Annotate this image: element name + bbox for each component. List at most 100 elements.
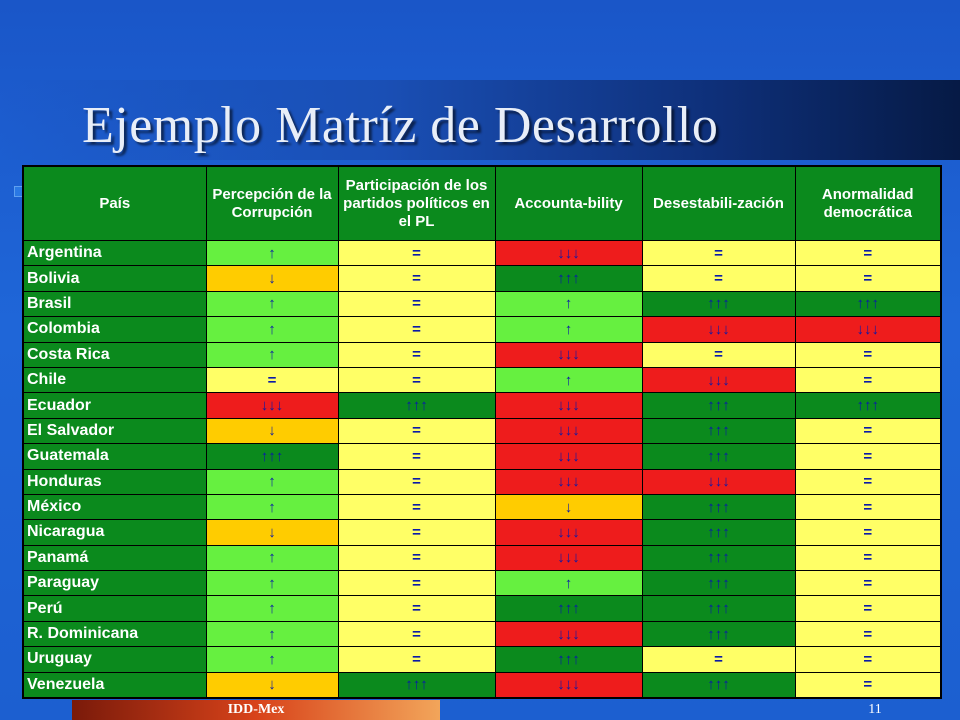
triple-down-arrow-icon: ↓↓↓ [494, 239, 643, 267]
equal-icon: = [794, 366, 942, 394]
triple-up-arrow-icon: ↑↑↑ [794, 290, 942, 318]
triple-down-arrow-icon: ↓↓↓ [494, 392, 643, 419]
equal-icon: = [794, 620, 942, 648]
country-cell: Brasil [22, 290, 207, 318]
triple-up-arrow-icon: ↑↑↑ [641, 671, 796, 699]
up-arrow-icon: ↑ [494, 290, 643, 318]
up-arrow-icon: ↑ [205, 290, 339, 318]
table-row: Venezuela ↓ ↑↑↑ ↓↓↓ ↑↑↑ = [22, 671, 942, 699]
equal-icon: = [794, 265, 942, 292]
equal-icon: = [337, 493, 496, 521]
table-row: Colombia ↑ = ↑ ↓↓↓ ↓↓↓ [22, 316, 942, 343]
equal-icon: = [337, 417, 496, 445]
triple-up-arrow-icon: ↑↑↑ [641, 519, 796, 546]
equal-icon: = [641, 646, 796, 673]
equal-icon: = [337, 468, 496, 495]
down-arrow-icon: ↓ [205, 671, 339, 699]
up-arrow-icon: ↑ [205, 468, 339, 495]
equal-icon: = [794, 417, 942, 445]
up-arrow-icon: ↑ [205, 493, 339, 521]
table-row: Argentina ↑ = ↓↓↓ = = [22, 239, 942, 267]
triple-up-arrow-icon: ↑↑↑ [337, 392, 496, 419]
down-arrow-icon: ↓ [205, 265, 339, 292]
table-row: Brasil ↑ = ↑ ↑↑↑ ↑↑↑ [22, 290, 942, 318]
country-cell: Guatemala [22, 443, 207, 470]
up-arrow-icon: ↑ [494, 570, 643, 597]
equal-icon: = [794, 468, 942, 495]
country-cell: Uruguay [22, 646, 207, 673]
equal-icon: = [794, 493, 942, 521]
country-cell: El Salvador [22, 417, 207, 445]
equal-icon: = [794, 595, 942, 622]
table-row: Guatemala ↑↑↑ = ↓↓↓ ↑↑↑ = [22, 443, 942, 470]
equal-icon: = [794, 341, 942, 368]
country-cell: Bolivia [22, 265, 207, 292]
triple-up-arrow-icon: ↑↑↑ [641, 443, 796, 470]
page-number: 11 [868, 702, 882, 717]
triple-down-arrow-icon: ↓↓↓ [205, 392, 339, 419]
triple-up-arrow-icon: ↑↑↑ [641, 595, 796, 622]
down-arrow-icon: ↓ [205, 417, 339, 445]
table-row: Ecuador ↓↓↓ ↑↑↑ ↓↓↓ ↑↑↑ ↑↑↑ [22, 392, 942, 419]
up-arrow-icon: ↑ [494, 366, 643, 394]
triple-down-arrow-icon: ↓↓↓ [494, 544, 643, 572]
triple-up-arrow-icon: ↑↑↑ [641, 290, 796, 318]
equal-icon: = [794, 239, 942, 267]
triple-down-arrow-icon: ↓↓↓ [494, 519, 643, 546]
equal-icon: = [337, 544, 496, 572]
equal-icon: = [794, 570, 942, 597]
triple-up-arrow-icon: ↑↑↑ [494, 595, 643, 622]
header-participacion: Participación de los partidos políticos … [337, 165, 496, 241]
equal-icon: = [337, 620, 496, 648]
table-row: Paraguay ↑ = ↑ ↑↑↑ = [22, 570, 942, 597]
country-cell: Venezuela [22, 671, 207, 699]
table-row: Perú ↑ = ↑↑↑ ↑↑↑ = [22, 595, 942, 622]
footer-bar [72, 700, 440, 720]
equal-icon: = [794, 519, 942, 546]
triple-down-arrow-icon: ↓↓↓ [641, 316, 796, 343]
down-arrow-icon: ↓ [494, 493, 643, 521]
triple-down-arrow-icon: ↓↓↓ [494, 341, 643, 368]
triple-up-arrow-icon: ↑↑↑ [794, 392, 942, 419]
country-cell: Argentina [22, 239, 207, 267]
header-pais: País [22, 165, 207, 241]
equal-icon: = [337, 646, 496, 673]
triple-down-arrow-icon: ↓↓↓ [641, 366, 796, 394]
equal-icon: = [337, 570, 496, 597]
development-matrix-table: País Percepción de la Corrupción Partici… [22, 165, 942, 700]
table-row: Honduras ↑ = ↓↓↓ ↓↓↓ = [22, 468, 942, 495]
triple-up-arrow-icon: ↑↑↑ [205, 443, 339, 470]
triple-down-arrow-icon: ↓↓↓ [494, 468, 643, 495]
country-cell: Panamá [22, 544, 207, 572]
equal-icon: = [794, 671, 942, 699]
title-band [0, 80, 960, 160]
up-arrow-icon: ↑ [205, 646, 339, 673]
equal-icon: = [337, 316, 496, 343]
country-cell: Chile [22, 366, 207, 394]
up-arrow-icon: ↑ [205, 341, 339, 368]
equal-icon: = [337, 443, 496, 470]
triple-up-arrow-icon: ↑↑↑ [641, 570, 796, 597]
country-cell: Colombia [22, 316, 207, 343]
slide-title: Ejemplo Matríz de Desarrollo [82, 97, 719, 154]
country-cell: México [22, 493, 207, 521]
equal-icon: = [337, 290, 496, 318]
table-row: México ↑ = ↓ ↑↑↑ = [22, 493, 942, 521]
footer-label: IDD-Mex [227, 702, 285, 717]
equal-icon: = [641, 239, 796, 267]
table-row: Nicaragua ↓ = ↓↓↓ ↑↑↑ = [22, 519, 942, 546]
triple-up-arrow-icon: ↑↑↑ [641, 417, 796, 445]
table-row: R. Dominicana ↑ = ↓↓↓ ↑↑↑ = [22, 620, 942, 648]
triple-up-arrow-icon: ↑↑↑ [494, 646, 643, 673]
country-cell: Ecuador [22, 392, 207, 419]
table-row: Uruguay ↑ = ↑↑↑ = = [22, 646, 942, 673]
triple-up-arrow-icon: ↑↑↑ [641, 620, 796, 648]
equal-icon: = [337, 366, 496, 394]
up-arrow-icon: ↑ [494, 316, 643, 343]
equal-icon: = [794, 646, 942, 673]
table-row: El Salvador ↓ = ↓↓↓ ↑↑↑ = [22, 417, 942, 445]
table-body: Argentina ↑ = ↓↓↓ = = Bolivia ↓ = ↑↑↑ = = Brasil ↑ = ↑ ↑… [22, 239, 942, 699]
country-cell: Nicaragua [22, 519, 207, 546]
equal-icon: = [794, 544, 942, 572]
table-row: Costa Rica ↑ = ↓↓↓ = = [22, 341, 942, 368]
